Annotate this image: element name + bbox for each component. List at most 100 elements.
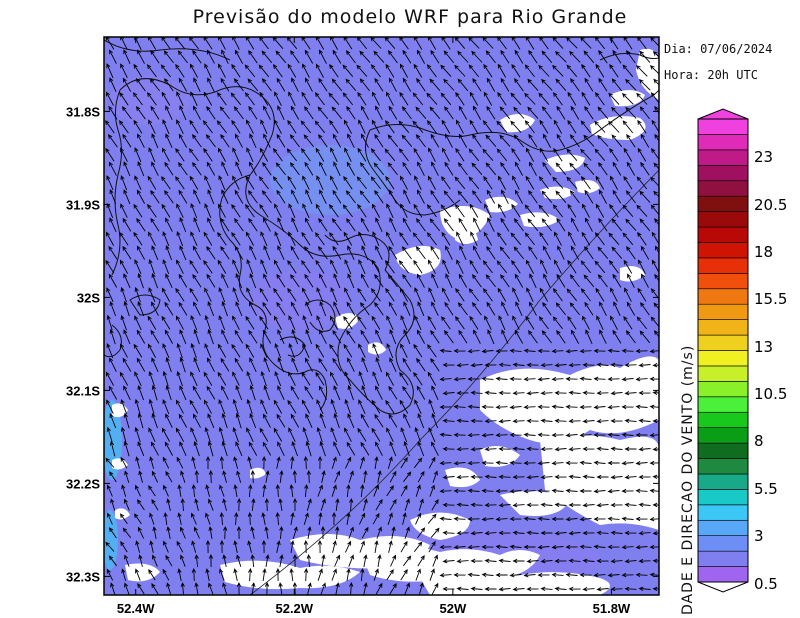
wind-vector [566, 288, 578, 302]
wind-vector [413, 371, 423, 386]
wind-vector [360, 483, 365, 498]
wind-vector [121, 484, 127, 497]
wind-vector [608, 260, 619, 274]
wind-vector [610, 530, 623, 535]
wind-vector [264, 526, 269, 539]
wind-vector [390, 554, 397, 567]
wind-vector [582, 362, 595, 368]
wind-vector [594, 92, 605, 106]
wind-vector [386, 91, 394, 106]
wind-vector [375, 217, 383, 232]
wind-vector [191, 483, 196, 498]
wind-vector [442, 287, 450, 302]
wind-vector [292, 469, 297, 484]
wind-vector [151, 357, 159, 372]
wind-vector [222, 470, 227, 483]
wind-vector [402, 357, 412, 372]
wind-vector [162, 484, 169, 497]
wind-vector [402, 77, 412, 92]
wind-vector [389, 329, 397, 345]
wind-vector [610, 287, 618, 302]
wind-vector [318, 512, 323, 525]
wind-vector [484, 419, 497, 424]
wind-vector [263, 105, 271, 120]
wind-vector [321, 554, 326, 567]
wind-vector [597, 274, 608, 288]
wind-vector [179, 329, 187, 345]
wind-vector [566, 64, 578, 77]
wind-vector [319, 440, 326, 457]
wind-vector [429, 106, 441, 119]
wind-vector [205, 539, 211, 554]
wind-vector [497, 601, 508, 605]
wind-vector [387, 162, 398, 176]
wind-vector [165, 413, 173, 428]
wind-vector [453, 404, 466, 409]
wind-vector [622, 204, 634, 217]
wind-vector [234, 357, 244, 372]
wind-vector [524, 232, 535, 246]
wind-vector [593, 489, 606, 494]
wind-vector [621, 545, 634, 550]
wind-vector [612, 49, 622, 64]
wind-vector [430, 527, 440, 538]
wind-vector [279, 554, 284, 567]
wind-vector [318, 217, 328, 232]
wind-vector [328, 92, 340, 105]
wind-vector [471, 302, 482, 316]
wind-vector [203, 371, 213, 386]
wind-vector [529, 273, 537, 288]
wind-vector [248, 329, 258, 344]
colorbar-segment [697, 550, 749, 567]
wind-vector [244, 64, 256, 78]
wind-vector [206, 161, 216, 176]
wind-vector [235, 441, 243, 457]
wind-vector [123, 385, 131, 400]
wind-vector [455, 287, 465, 302]
wind-vector [666, 205, 674, 218]
wind-vector [305, 413, 313, 428]
wind-vector [539, 37, 549, 50]
wind-vector [481, 376, 494, 381]
wind-vector [274, 231, 282, 247]
wind-vector [624, 586, 637, 591]
wind-vector [666, 317, 675, 329]
wind-vector [304, 106, 314, 120]
wind-vector [371, 203, 380, 218]
wind-vector [232, 259, 240, 274]
wind-vector [440, 64, 452, 77]
wind-vector [194, 469, 199, 484]
wind-vector [314, 120, 326, 134]
wind-vector [360, 598, 365, 609]
wind-vector [110, 498, 116, 511]
wind-vector [288, 231, 296, 246]
wind-vector [621, 348, 634, 353]
wind-vector [220, 245, 230, 260]
wind-vector [456, 530, 469, 536]
plot-frame [103, 36, 660, 596]
wind-vector [428, 540, 436, 553]
wind-vector [403, 440, 410, 457]
wind-vector [579, 433, 592, 438]
wind-vector [623, 259, 633, 274]
wind-vector [177, 568, 182, 581]
wind-vector [555, 302, 566, 316]
wind-vector [526, 446, 539, 451]
wind-vector [665, 405, 676, 408]
wind-vector [636, 92, 648, 105]
wind-vector [470, 363, 483, 368]
wind-vector [398, 120, 410, 133]
wind-vector [315, 37, 325, 50]
wind-vector [453, 377, 466, 382]
wind-vector [622, 120, 634, 134]
wind-vector [250, 469, 255, 484]
wind-vector [626, 133, 636, 148]
wind-vector [180, 470, 186, 483]
wind-vector [413, 541, 423, 552]
wind-vector [347, 384, 354, 401]
wind-vector [389, 189, 397, 204]
wind-vector [596, 474, 609, 480]
wind-vector [208, 553, 214, 568]
wind-vector [623, 315, 633, 330]
wind-vector [668, 303, 677, 315]
